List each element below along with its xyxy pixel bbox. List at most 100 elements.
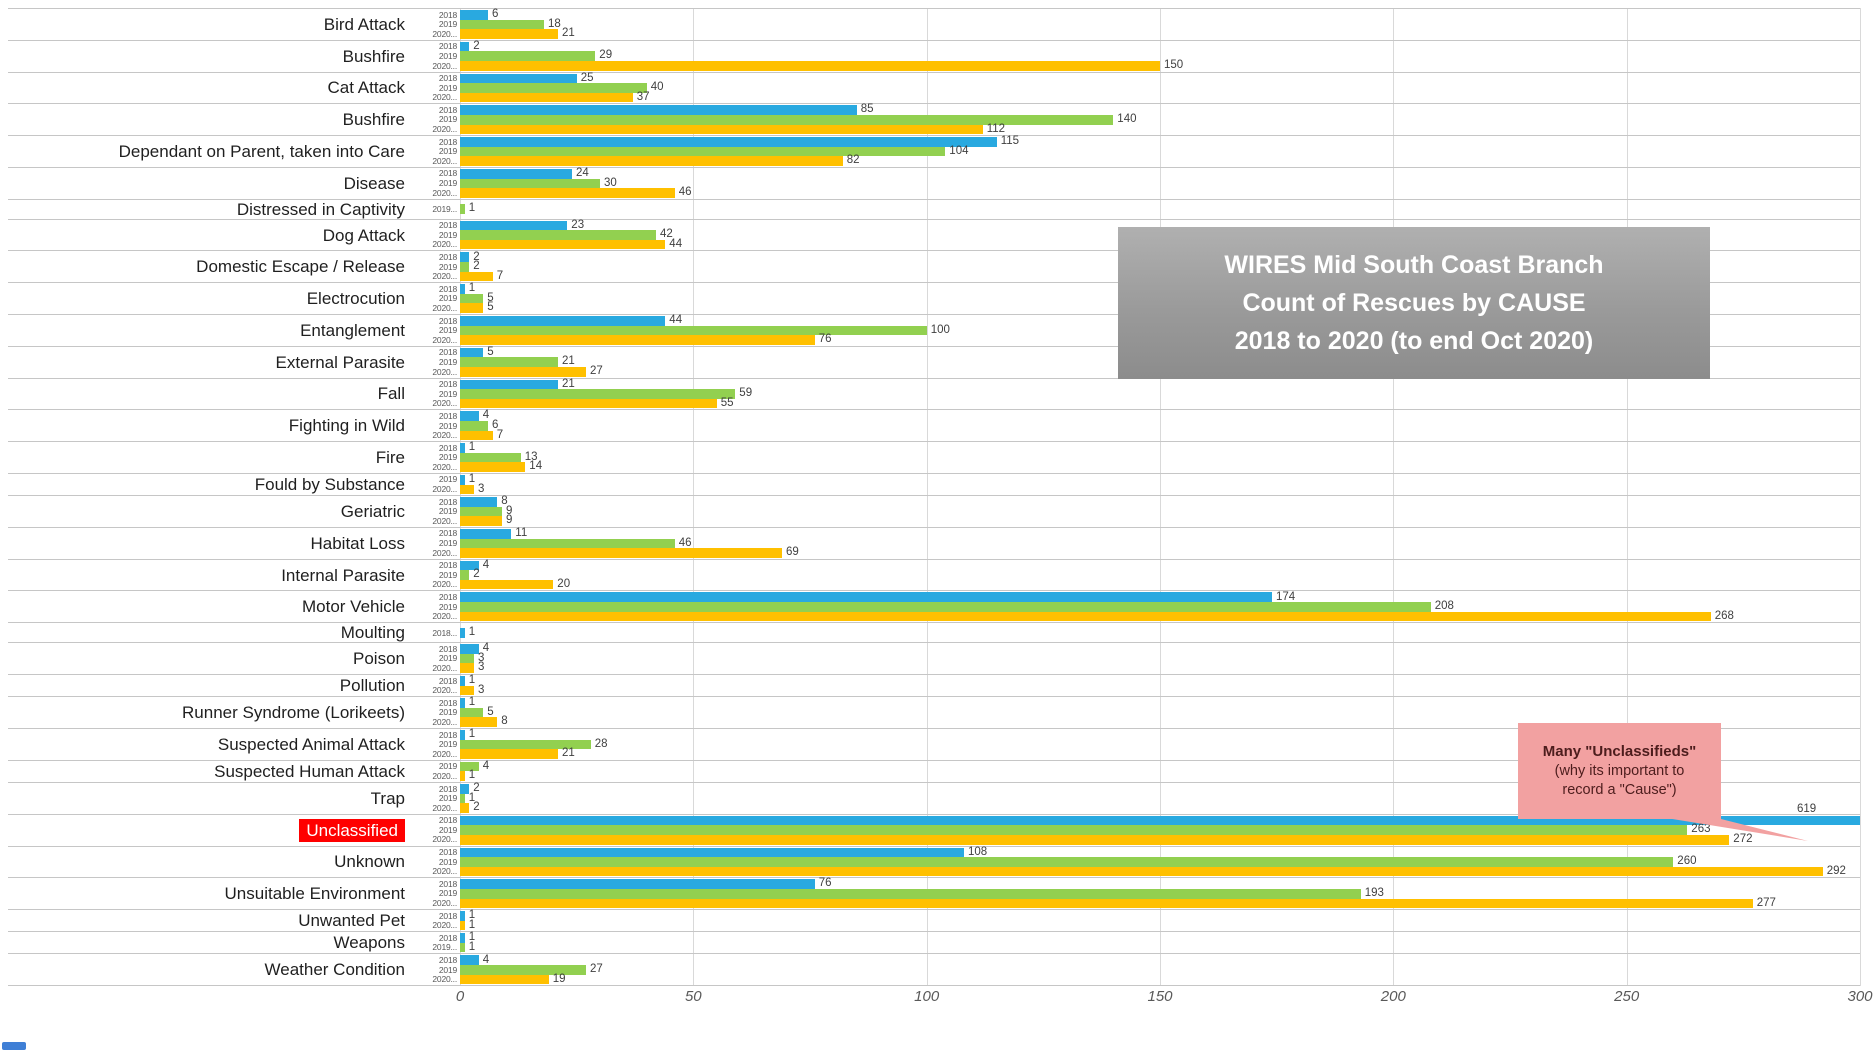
bar-2019 <box>460 653 474 664</box>
category-label: Distressed in Captivity <box>8 201 412 218</box>
bar-line: 2019 263 <box>412 823 1860 836</box>
category-row: Weapons 2018 1 2019... 1 <box>8 931 1860 953</box>
year-label: 2020... <box>432 803 457 813</box>
category-label: External Parasite <box>8 348 412 377</box>
category-label-text: Bird Attack <box>323 14 405 34</box>
bar-line: 2020... 21 <box>412 27 1860 40</box>
category-row: Runner Syndrome (Lorikeets) 2018 1 2019 5 202… <box>8 696 1860 728</box>
bar-2019 <box>460 965 586 975</box>
year-label: 2019 <box>438 762 457 771</box>
category-label-text: Weather Condition <box>264 960 406 980</box>
bar-line: 2020... 69 <box>412 547 1860 558</box>
value-label: 44 <box>669 314 683 327</box>
value-label: 8 <box>501 715 508 728</box>
category-row: Bushfire 2018 85 2019 140 2020... 112 <box>8 103 1860 135</box>
bar-2019 <box>460 538 675 549</box>
category-bars: 2019 1 2020... 3 <box>412 473 1860 495</box>
category-row: Bird Attack 2018 6 2019 18 2020... 21 <box>8 8 1860 40</box>
callout-tail <box>1660 817 1808 841</box>
category-label: Runner Syndrome (Lorikeets) <box>8 698 412 727</box>
bar-line: 2020... 14 <box>412 461 1860 472</box>
bar-line: 2020... 292 <box>412 865 1860 877</box>
bar-2018 <box>460 316 666 326</box>
bar-line: 2019 21 <box>412 356 1860 367</box>
bar-line: 2020... 27 <box>412 366 1860 377</box>
bar-line: 2018 1 <box>412 697 1860 708</box>
year-label: 2020... <box>432 462 457 472</box>
category-row: Suspected Human Attack 2019 4 2020... 1 <box>8 759 1860 782</box>
bar-line: 2020... 37 <box>412 91 1860 103</box>
bar-line: 2020... 112 <box>412 123 1860 135</box>
category-label: Fire <box>8 443 412 472</box>
category-label-text: Suspected Animal Attack <box>217 734 405 754</box>
bar-2020 <box>460 60 1160 71</box>
category-row: Cat Attack 2018 25 2019 40 2020... 37 <box>8 71 1860 104</box>
value-label: 263 <box>1691 823 1711 836</box>
category-bars: 2018 1 2019 5 2020... 5 <box>412 283 1860 314</box>
year-label: 2019 <box>438 740 457 749</box>
category-bars: 2018 4 2019 3 2020... 3 <box>412 643 1860 674</box>
category-label-text: Disease <box>343 173 405 193</box>
bar-line: 2019 100 <box>412 324 1860 336</box>
value-label: 4 <box>482 409 490 422</box>
category-bars: 2018 21 2019 59 2020... 55 <box>412 378 1860 409</box>
bar-2019 <box>460 357 558 367</box>
corner-artifact <box>2 1042 26 1050</box>
value-label: 40 <box>650 81 664 94</box>
value-label: 21 <box>562 27 575 40</box>
year-label: 2019 <box>438 708 457 717</box>
category-bars: 2018 108 2019 260 2020... 292 <box>412 845 1860 877</box>
category-row: Unclassified 2018 619 2019 263 2020... 272 <box>8 803 1860 846</box>
value-label: 76 <box>818 333 832 346</box>
bar-2019 <box>460 602 1431 612</box>
x-tick-200: 200 <box>1380 988 1406 1005</box>
value-label: 3 <box>478 482 485 495</box>
category-label-text: Internal Parasite <box>281 565 405 585</box>
category-label-text: Unwanted Pet <box>298 911 405 931</box>
year-label: 2020... <box>432 921 457 930</box>
bar-line: 2018 44 <box>412 314 1860 327</box>
bar-line: 2019 2 <box>412 569 1860 580</box>
bar-line: 2019 104 <box>412 145 1860 157</box>
year-label: 2020... <box>432 867 457 876</box>
bar-2018 <box>460 560 479 571</box>
bar-line: 2019 27 <box>412 964 1860 975</box>
x-tick-300: 300 <box>1847 988 1873 1005</box>
category-label: Unwanted Pet <box>8 911 412 930</box>
year-label: 2019 <box>438 570 457 580</box>
category-label-text: External Parasite <box>275 352 405 372</box>
value-label: 140 <box>1117 112 1137 125</box>
value-label: 5 <box>487 705 494 718</box>
bar-2018 <box>460 347 484 358</box>
value-label: 272 <box>1733 832 1753 845</box>
category-label: Pollution <box>8 676 412 695</box>
year-label: 2020... <box>432 188 457 198</box>
value-label: 30 <box>604 176 617 189</box>
year-label: 2019 <box>438 507 457 516</box>
bar-2019 <box>460 857 1674 867</box>
value-label: 108 <box>968 845 988 858</box>
bar-line: 2018 4 <box>412 559 1860 571</box>
bar-2018 <box>460 497 498 507</box>
category-label: Fighting in Wild <box>8 411 412 440</box>
category-label: Unclassified <box>8 816 412 845</box>
category-label: Poison <box>8 644 412 673</box>
bar-2020 <box>460 335 815 345</box>
bar-line: 2018 4 <box>412 954 1860 966</box>
value-label: 13 <box>524 450 538 463</box>
category-label-text: Dependant on Parent, taken into Care <box>118 142 405 162</box>
bar-2020 <box>460 611 1711 622</box>
category-label-text: Moulting <box>340 623 405 643</box>
bar-2019 <box>460 230 656 240</box>
category-bars: 2018 76 2019 193 2020... 277 <box>412 878 1860 909</box>
year-label: 2018 <box>438 698 457 708</box>
category-row: Suspected Animal Attack 2018 1 2019 28 2020..… <box>8 728 1860 760</box>
category-label: Bushfire <box>8 42 412 71</box>
bar-line: 2020... 3 <box>412 662 1860 674</box>
year-label: 2020... <box>432 29 457 39</box>
category-label: Internal Parasite <box>8 561 412 590</box>
bar-line: 2020... 9 <box>412 515 1860 526</box>
bar-2020 <box>460 685 474 696</box>
category-bars: 2018 115 2019 104 2020... 82 <box>412 136 1860 166</box>
category-bars: 2018 1 2020... 1 <box>412 910 1860 931</box>
